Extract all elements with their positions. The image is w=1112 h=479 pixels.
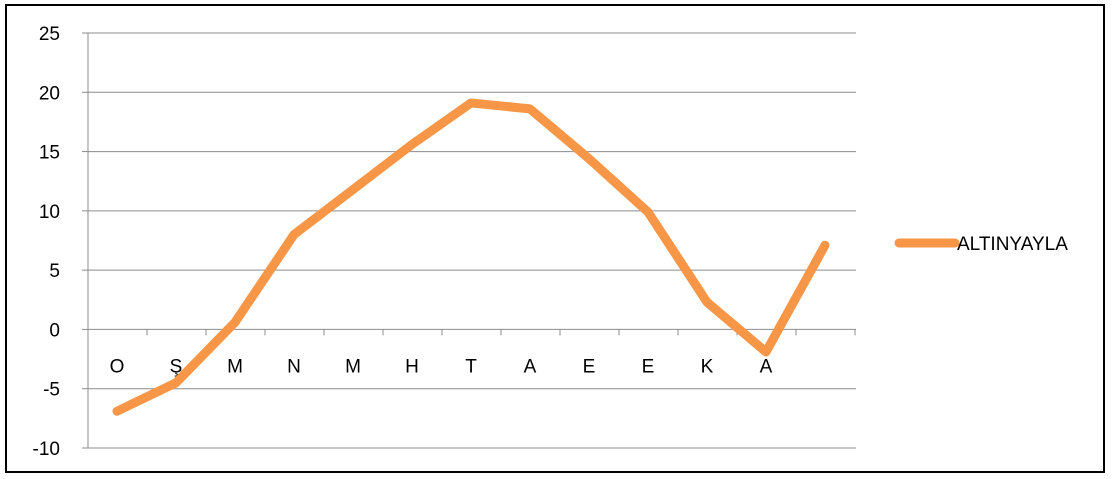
gridlines xyxy=(88,32,856,449)
x-category-label: M xyxy=(227,356,243,377)
legend: ALTINYAYLA xyxy=(894,234,1068,255)
y-axis-tick-labels: -10 -5 0 5 10 15 20 25 xyxy=(33,24,60,460)
y-tick-label: -10 xyxy=(33,439,60,460)
series-lines xyxy=(112,98,830,416)
x-category-label: E xyxy=(583,356,596,377)
x-category-label: E xyxy=(642,356,655,377)
x-category-label: N xyxy=(287,356,301,377)
x-category-label: T xyxy=(465,356,477,377)
y-tick-label: 15 xyxy=(39,143,60,164)
x-category-label: O xyxy=(110,356,125,377)
y-tick-label: 0 xyxy=(49,320,60,341)
y-tick-label: -5 xyxy=(43,380,60,401)
y-tick-label: 20 xyxy=(39,83,60,104)
x-category-label: A xyxy=(760,356,773,377)
y-tick-label: 10 xyxy=(39,202,60,223)
y-tick-label: 5 xyxy=(49,261,60,282)
x-category-label: K xyxy=(701,356,714,377)
legend-label: ALTINYAYLA xyxy=(957,234,1068,255)
axes xyxy=(82,32,856,449)
x-category-label: A xyxy=(524,356,537,377)
y-tick-label: 25 xyxy=(39,24,60,45)
x-category-label: Ş xyxy=(170,356,183,377)
x-category-label: H xyxy=(405,356,419,377)
x-category-label: M xyxy=(345,356,361,377)
